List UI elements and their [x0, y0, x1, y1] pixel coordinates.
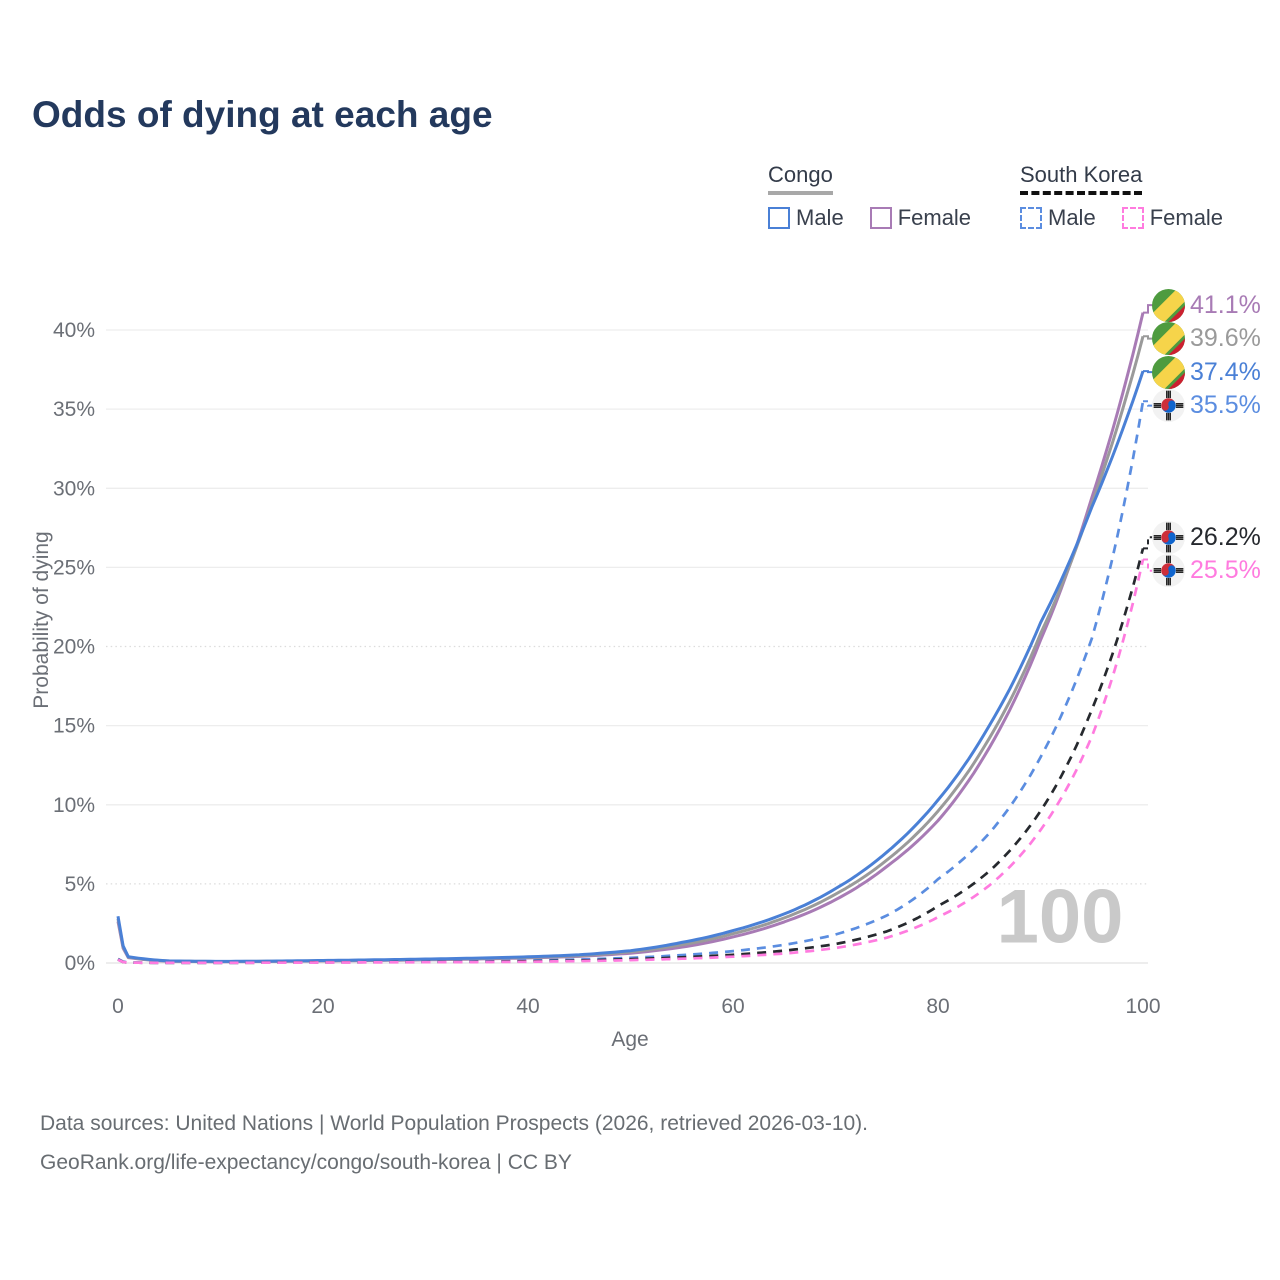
footer-link: GeoRank.org/life-expectancy/congo/south-…	[40, 1151, 572, 1174]
congo-female-swatch-icon	[869, 207, 892, 229]
y-tick-label: 5%	[65, 873, 95, 896]
page-title: Odds of dying at each age	[32, 94, 493, 135]
legend-item-south-korea-male[interactable]: Male	[1020, 205, 1096, 231]
end-label-south-korea-male: 35.5%	[1152, 389, 1261, 423]
end-label-congo-female: 41.1%	[1152, 288, 1261, 322]
legend-item-label: Male	[1048, 205, 1096, 230]
y-tick-label: 30%	[53, 477, 95, 500]
end-label-value: 25.5%	[1190, 556, 1261, 585]
x-tick-label: 80	[926, 995, 949, 1018]
y-tick-label: 35%	[53, 398, 95, 421]
y-tick-label: 0%	[65, 952, 95, 975]
legend-item-congo-female[interactable]: Female	[869, 205, 972, 231]
series-line	[116, 312, 1145, 964]
legend-item-congo-male[interactable]: Male	[768, 205, 844, 231]
south-korea-female-swatch-icon	[1121, 207, 1144, 229]
hover-age-watermark: 100	[996, 874, 1124, 960]
south-korea-male-swatch-icon	[1020, 207, 1042, 229]
x-axis-title: Age	[611, 1028, 649, 1051]
series-line	[117, 559, 1145, 965]
legend-item-label: Female	[897, 205, 972, 230]
y-tick-label: 25%	[53, 556, 95, 579]
x-tick-label: 20	[311, 995, 334, 1018]
legend-group-congo: Congo Male Female	[768, 162, 971, 231]
series-line	[117, 548, 1145, 965]
south-korea-flag-icon	[1152, 389, 1185, 423]
congo-flag-icon	[1152, 355, 1185, 389]
x-tick-label: 100	[1125, 995, 1160, 1018]
south-korea-flag-icon	[1152, 520, 1185, 554]
legend-header-south-korea[interactable]: South Korea	[1020, 162, 1143, 195]
footer-sources: Data sources: United Nations | World Pop…	[40, 1112, 869, 1135]
end-label-value: 37.4%	[1190, 357, 1261, 386]
end-label-value: 39.6%	[1190, 324, 1261, 353]
x-tick-label: 0	[112, 995, 124, 1018]
congo-male-swatch-icon	[768, 207, 790, 229]
end-label-value: 35.5%	[1190, 391, 1261, 420]
y-tick-label: 15%	[53, 715, 95, 738]
legend-item-label: Male	[796, 205, 844, 230]
congo-flag-icon	[1152, 288, 1185, 322]
series-line	[116, 370, 1145, 963]
legend-header-congo[interactable]: Congo	[768, 162, 833, 195]
series-line	[116, 335, 1145, 964]
end-label-south-korea-female: 25.5%	[1152, 554, 1261, 588]
y-tick-label: 20%	[53, 636, 95, 659]
y-axis-title: Probability of dying	[30, 531, 53, 709]
x-tick-label: 60	[721, 995, 744, 1018]
congo-flag-icon	[1152, 322, 1185, 356]
legend-group-south-korea: South Korea Male Female	[1020, 162, 1223, 231]
end-label-congo-male: 37.4%	[1152, 355, 1261, 389]
y-tick-label: 40%	[53, 319, 95, 342]
south-korea-flag-icon	[1152, 554, 1185, 588]
legend-item-label: Female	[1149, 205, 1224, 230]
y-tick-label: 10%	[53, 794, 95, 817]
end-label-value: 26.2%	[1190, 522, 1261, 551]
series-line	[117, 400, 1145, 965]
end-label-value: 41.1%	[1190, 290, 1261, 319]
legend-item-south-korea-female[interactable]: Female	[1121, 205, 1224, 231]
x-tick-label: 40	[516, 995, 539, 1018]
end-label-congo-both-sexes: 39.6%	[1152, 322, 1261, 356]
end-label-south-korea-both-sexes: 26.2%	[1152, 520, 1261, 554]
